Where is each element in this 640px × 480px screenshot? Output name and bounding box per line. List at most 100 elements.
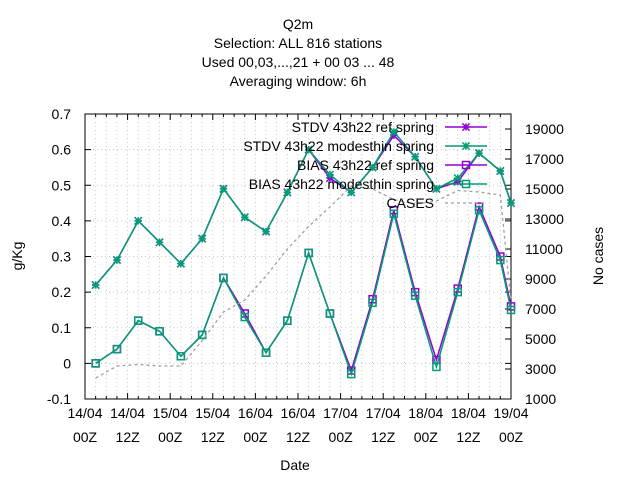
x-tick-label: 00Z	[243, 429, 268, 445]
y-tick-label: 0.1	[52, 320, 72, 336]
marker-stroke	[432, 184, 441, 193]
data-point	[155, 327, 164, 336]
y2-tick-label: 15000	[525, 181, 564, 197]
x-tick-label: 00Z	[499, 429, 524, 445]
marker-stroke	[496, 166, 505, 176]
legend-label: STDV 43h22 ref spring	[292, 119, 434, 135]
data-point	[240, 213, 249, 222]
y2-tick-label: 9000	[525, 271, 556, 287]
x-tick-label: 17/04	[323, 405, 358, 421]
marker-stroke	[325, 170, 335, 179]
data-point	[368, 298, 377, 308]
marker-stroke	[112, 255, 122, 265]
data-point	[461, 141, 471, 151]
data-point	[432, 362, 441, 372]
marker-stroke	[240, 213, 249, 222]
data-point	[134, 216, 143, 226]
marker-stroke	[389, 127, 398, 136]
data-point	[410, 291, 420, 300]
x-tick-label: 15/04	[153, 405, 188, 421]
data-point	[461, 179, 471, 189]
y2-axis: 1000 3000 5000 7000 9000 11000 13000 15000 17000…	[505, 121, 564, 407]
x-tick-label: 00Z	[329, 429, 354, 445]
marker-stroke	[283, 188, 292, 197]
marker-stroke	[91, 280, 100, 290]
data-point	[261, 227, 271, 236]
data-point	[432, 184, 441, 193]
x-tick-label: 16/04	[238, 405, 273, 421]
legend-label: CASES	[387, 195, 434, 211]
data-point	[506, 305, 516, 315]
x-tick-label: 12Z	[116, 429, 141, 445]
data-point	[411, 152, 420, 161]
data-point	[506, 198, 516, 208]
data-point	[155, 238, 164, 247]
x-tick-label: 16/04	[280, 405, 315, 421]
y2-tick-label: 11000	[525, 241, 563, 257]
series-stdv-43h22-ref-spring	[91, 131, 516, 290]
x-tick-label: 19/04	[493, 405, 528, 421]
x-tick-label: 17/04	[366, 405, 401, 421]
y2-tick-label: 19000	[525, 121, 564, 137]
legend-item: BIAS 43h22 ref spring	[297, 157, 487, 173]
data-point	[198, 234, 207, 243]
legend-item: BIAS 43h22 modesthin spring	[249, 176, 487, 192]
y-tick-label: 0	[63, 355, 71, 371]
marker-stroke	[461, 141, 471, 151]
data-point	[461, 122, 471, 132]
legend-label: STDV 43h22 modesthin spring	[243, 138, 434, 154]
x-tick-label: 00Z	[414, 429, 439, 445]
y-axis: -0.1 0 0.1 0.2 0.3 0.4 0.5 0.6 0.7	[47, 106, 511, 407]
data-point	[304, 248, 313, 258]
x-tick-label: 12Z	[371, 429, 396, 445]
data-point	[453, 287, 462, 297]
y2-tick-label: 13000	[525, 211, 564, 227]
data-point	[219, 273, 228, 283]
marker-stroke	[198, 234, 207, 243]
y2-tick-label: 1000	[525, 391, 556, 407]
data-point	[389, 127, 398, 136]
x-tick-label: 14/04	[67, 405, 102, 421]
data-point	[474, 149, 484, 158]
data-point	[91, 280, 100, 290]
y-axis-label: g/Kg	[9, 242, 25, 271]
legend-item: STDV 43h22 modesthin spring	[243, 138, 487, 154]
data-point	[261, 348, 271, 357]
data-point	[283, 188, 292, 197]
x-tick-label: 12Z	[201, 429, 226, 445]
data-point	[219, 184, 228, 193]
marker-stroke	[219, 184, 228, 193]
legend: STDV 43h22 ref spring STDV 43h22 modesthi…	[243, 119, 487, 211]
data-point	[347, 369, 356, 379]
x-tick-label: 12Z	[286, 429, 311, 445]
data-point	[176, 259, 185, 268]
series-stdv-43h22-modesthin-spring	[91, 127, 516, 290]
title-line: Used 00,03,...,21 + 00 03 ... 48	[202, 54, 395, 70]
data-point	[240, 312, 249, 322]
marker-stroke	[134, 216, 143, 226]
data-point	[453, 173, 462, 183]
data-point	[134, 316, 143, 325]
data-point	[325, 309, 335, 318]
data-point	[389, 209, 399, 218]
series-line	[95, 185, 512, 379]
y-tick-label: -0.1	[47, 391, 71, 407]
series-line	[95, 130, 512, 286]
x-tick-label: 12Z	[456, 429, 481, 445]
data-point	[283, 316, 292, 325]
y-tick-label: 0.2	[52, 284, 72, 300]
y2-tick-label: 3000	[525, 361, 556, 377]
series-cases	[95, 185, 512, 379]
marker-stroke	[368, 163, 377, 172]
y2-tick-label: 17000	[525, 151, 564, 167]
data-point	[474, 205, 484, 215]
data-point	[461, 160, 471, 170]
data-point	[112, 255, 122, 265]
title-line: Averaging window: 6h	[230, 73, 367, 89]
x-tick-label: 14/04	[110, 405, 145, 421]
y-tick-label: 0.5	[52, 177, 72, 193]
x-tick-label: 18/04	[408, 405, 443, 421]
y2-tick-label: 7000	[525, 301, 556, 317]
x-tick-label: 15/04	[195, 405, 230, 421]
